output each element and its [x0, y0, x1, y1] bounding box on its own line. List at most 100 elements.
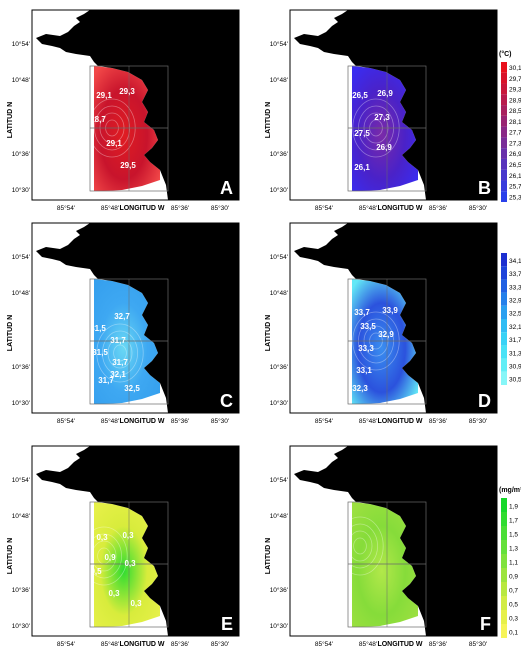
map-frame: [289, 445, 498, 637]
legend-swatch: [501, 72, 507, 84]
panel-letter: F: [480, 614, 491, 634]
legend-value: 1,1: [509, 560, 518, 567]
legend-value: 1,7: [509, 518, 518, 525]
legend-swatch: [501, 596, 507, 610]
contour-label: 33,5: [360, 322, 376, 331]
panel-letter: D: [478, 391, 491, 411]
contour-line: [86, 533, 123, 579]
contour-label: 0,3: [108, 589, 120, 598]
legend-swatch: [501, 253, 507, 267]
y-tick-label: 10°36': [12, 586, 30, 594]
y-tick-label: 10°36': [12, 150, 30, 158]
legend-value: 27,3: [509, 140, 521, 147]
water-field: [352, 502, 418, 627]
contour-label: 31,7: [98, 376, 114, 385]
legend-swatch: [501, 345, 507, 359]
legend-value: 28,9: [509, 97, 521, 104]
y-tick-label: 10°54': [270, 476, 288, 484]
legend-value: 29,7: [509, 76, 521, 83]
contour-line: [91, 540, 117, 572]
contour-label: 31,5: [92, 348, 108, 357]
y-axis-title: LATITUD N: [265, 315, 272, 351]
contour-label: 0,3: [122, 531, 134, 540]
x-tick-label: 85°36': [429, 417, 447, 425]
legend-swatch: [501, 610, 507, 624]
legend-swatch: [501, 169, 507, 181]
legend-value: 31,7: [509, 337, 521, 344]
legend-value: 28,5: [509, 108, 521, 115]
legend-value: 27,7: [509, 130, 521, 137]
legend-swatch: [501, 279, 507, 293]
y-tick-label: 10°30': [270, 186, 288, 194]
x-tick-label: 85°30': [211, 417, 229, 425]
contour-label: 0,9: [104, 553, 116, 562]
land-mass: [294, 223, 497, 413]
legend-swatch: [501, 358, 507, 372]
legend-swatch: [501, 180, 507, 192]
legend-value: 29,3: [509, 87, 521, 94]
legend-swatch: [501, 137, 507, 149]
x-tick-label: 85°30': [469, 417, 487, 425]
legend-value: 30,9: [509, 364, 521, 371]
legend-value: 32,9: [509, 298, 521, 305]
legend-swatch: [501, 191, 507, 202]
legend-swatch: [501, 292, 507, 306]
x-tick-label: 85°54': [57, 204, 75, 212]
contour-line: [342, 523, 379, 569]
water-field: [352, 279, 418, 404]
x-tick-label: 85°54': [315, 417, 333, 425]
contour-line: [336, 516, 384, 576]
contour-line: [96, 323, 144, 383]
legend-swatch: [501, 498, 507, 512]
legend-swatch: [501, 148, 507, 159]
contour-label: 0,3: [130, 599, 142, 608]
legend-swatch: [501, 115, 507, 127]
legend-swatch: [501, 624, 507, 638]
x-tick-label: 85°48': [359, 204, 377, 212]
contour-label: 26,9: [376, 143, 392, 152]
x-tick-label: 85°54': [315, 640, 333, 648]
contour-label: 0,5: [90, 567, 102, 576]
map-panel-d: 33,7 33,9 33,5 32,9 33,3 33,1 32,3 10°54' 10°48'…: [258, 213, 521, 425]
x-tick-label: 85°36': [171, 204, 189, 212]
y-tick-label: 10°36': [12, 363, 30, 371]
x-axis-title: LONGITUD W: [377, 205, 422, 212]
map-frame: [289, 9, 498, 201]
map-c: 32,731,531,731,531,732,132,531,710°54'10…: [7, 222, 240, 425]
map-frame: [289, 222, 498, 414]
legend-swatch: [501, 319, 507, 333]
y-axis-title: LATITUD N: [265, 102, 272, 138]
legend-unit: (mg/m³): [499, 487, 521, 494]
contour-label: 28,7: [90, 115, 106, 124]
water-field: [94, 279, 160, 404]
contour-label: 32,3: [352, 384, 368, 393]
y-tick-label: 10°48': [270, 512, 288, 520]
y-tick-label: 10°48': [270, 289, 288, 297]
map-b: 26,5 26,9 27,3 27,5 26,9 26,1 10°54' 10°48' 10°3…: [265, 9, 521, 212]
x-tick-label: 85°48': [359, 640, 377, 648]
contour-label: 26,1: [354, 163, 370, 172]
x-tick-label: 85°30': [469, 640, 487, 648]
y-tick-label: 10°36': [270, 150, 288, 158]
legend-value: 26,9: [509, 151, 521, 158]
panel-letter: B: [478, 178, 491, 198]
land-mass: [294, 10, 497, 200]
legend-swatch: [501, 540, 507, 554]
legend-value: 28,1: [509, 119, 521, 126]
map-frame: [31, 9, 240, 201]
x-tick-label: 85°36': [171, 640, 189, 648]
land-mass: [294, 446, 497, 636]
x-tick-label: 85°30': [211, 204, 229, 212]
legend-value: 1,5: [509, 532, 518, 539]
land-mass: [36, 223, 239, 413]
y-tick-label: 10°48': [270, 76, 288, 84]
legend-swatch: [501, 94, 507, 106]
x-axis-title: LONGITUD W: [377, 418, 422, 425]
contour-label: 29,3: [119, 87, 135, 96]
legend-swatch: [501, 266, 507, 280]
legend-unit: (°C): [499, 50, 512, 58]
map-frame: [31, 222, 240, 414]
y-tick-label: 10°48': [12, 289, 30, 297]
y-tick-label: 10°54': [12, 253, 30, 261]
map-d: 33,7 33,933,532,933,333,132,310°54'10°48'…: [265, 222, 521, 425]
